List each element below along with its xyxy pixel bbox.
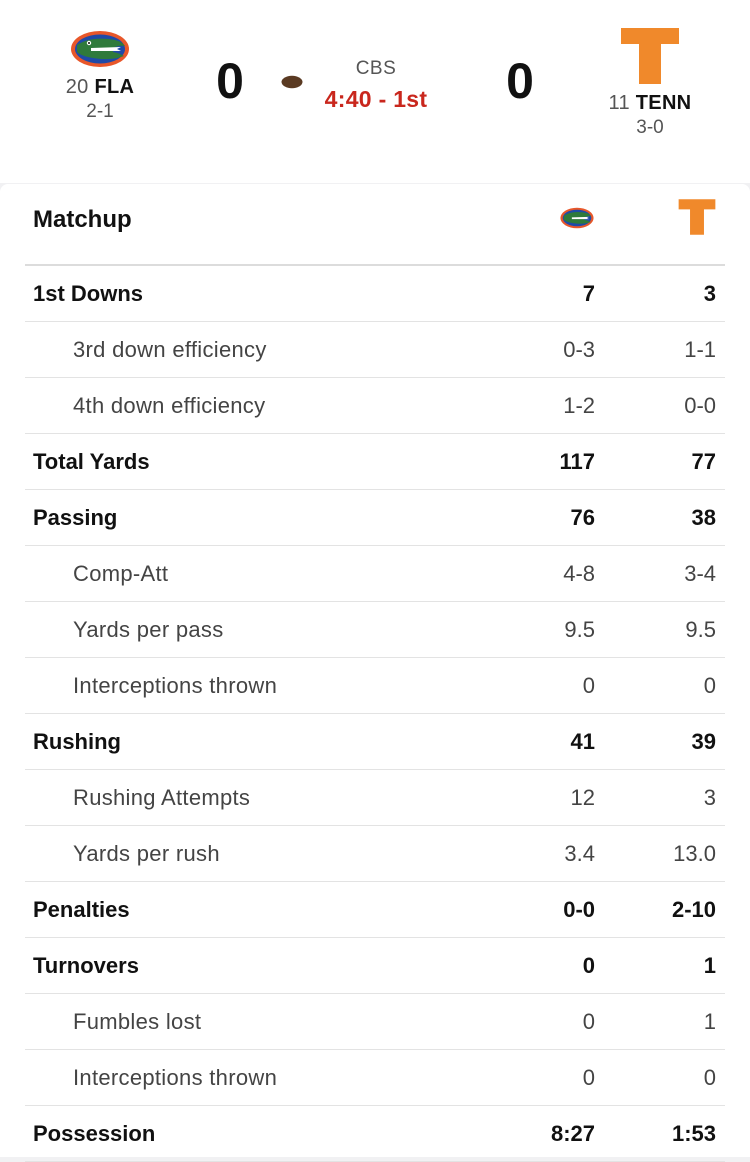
stat-row: Yards per pass 9.5 9.5 [25, 602, 725, 658]
away-stat-value: 4-8 [563, 561, 595, 586]
matchup-card: Matchup 1st Downs 7 3 3rd down efficiency 0-… [0, 184, 750, 1162]
home-stat-value: 9.5 [685, 617, 716, 642]
away-stat-value: 1-2 [563, 393, 595, 418]
stat-label: Possession [33, 1121, 156, 1146]
network-label: CBS [355, 58, 397, 79]
stat-label: Fumbles lost [73, 1009, 202, 1034]
stat-label: Rushing Attempts [73, 785, 251, 810]
gators-logo-icon [71, 31, 129, 67]
away-record: 2-1 [86, 101, 114, 122]
away-stat-value: 8:27 [550, 1121, 595, 1146]
home-score: 0 [506, 53, 534, 109]
stat-label: Comp-Att [73, 561, 169, 586]
home-stat-value: 0 [703, 1065, 716, 1090]
home-stat-value: 3 [703, 281, 716, 306]
away-team[interactable]: 20 FLA 2-1 [30, 28, 170, 123]
home-abbr: TENN [635, 92, 692, 114]
home-stat-value: 3 [703, 785, 716, 810]
stat-label: Turnovers [33, 953, 139, 978]
header-divider [25, 264, 725, 266]
stat-row: 4th down efficiency 1-2 0-0 [25, 378, 725, 434]
home-stat-value: 1:53 [671, 1121, 716, 1146]
stat-label: Passing [33, 505, 118, 530]
home-stat-value: 1 [703, 1009, 716, 1034]
stats-table: 1st Downs 7 3 3rd down efficiency 0-3 1-1 4th … [25, 266, 725, 1162]
away-score: 0 [216, 53, 244, 109]
stat-label: 1st Downs [33, 281, 144, 306]
away-stat-value: 12 [570, 785, 595, 810]
away-stat-value: 76 [570, 505, 595, 530]
away-stat-value: 117 [559, 449, 596, 474]
away-stat-value: 0 [582, 953, 595, 978]
football-icon [281, 75, 303, 89]
stat-row: Penalties 0-0 2-10 [25, 882, 725, 938]
home-stat-value: 77 [691, 449, 716, 474]
stat-row: Yards per rush 3.4 13.0 [25, 826, 725, 882]
stat-row: Fumbles lost 0 1 [25, 994, 725, 1050]
away-stat-value: 41 [570, 729, 595, 754]
away-stat-value: 3.4 [564, 841, 595, 866]
home-stat-value: 39 [691, 729, 716, 754]
stat-label: Yards per rush [73, 841, 220, 866]
home-stat-value: 0-0 [684, 393, 716, 418]
away-stat-value: 0-0 [563, 897, 595, 922]
home-team[interactable]: 11 TENN 3-0 [580, 28, 720, 139]
game-clock: 4:40 - 1st [324, 86, 428, 112]
away-stat-value: 0 [582, 1065, 595, 1090]
game-header: 20 FLA 2-1 0 CBS 4:40 - 1st 0 11 TENN 3-… [0, 0, 750, 183]
home-stat-value: 2-10 [671, 897, 716, 922]
stat-row: Passing 76 38 [25, 490, 725, 546]
power-t-logo-icon [621, 28, 679, 84]
home-record: 3-0 [636, 117, 664, 138]
stat-row: Rushing Attempts 12 3 [25, 770, 725, 826]
matchup-header: Matchup [0, 184, 750, 264]
stat-row: 3rd down efficiency 0-3 1-1 [25, 322, 725, 378]
home-stat-value: 38 [691, 505, 716, 530]
stat-label: Yards per pass [73, 617, 224, 642]
stat-label: Total Yards [33, 449, 150, 474]
stat-label: Interceptions thrown [73, 1065, 278, 1090]
home-stat-value: 1-1 [684, 337, 716, 362]
stat-row: Possession 8:27 1:53 [25, 1106, 725, 1162]
stat-row: 1st Downs 7 3 [25, 266, 725, 322]
stat-row: Comp-Att 4-8 3-4 [25, 546, 725, 602]
home-stat-value: 0 [703, 673, 716, 698]
away-stat-value: 0-3 [563, 337, 595, 362]
home-stat-value: 1 [703, 953, 716, 978]
stat-row: Total Yards 117 77 [25, 434, 725, 490]
stat-label: 3rd down efficiency [73, 337, 267, 362]
stat-label: 4th down efficiency [73, 393, 266, 418]
away-rank: 20 [65, 76, 89, 98]
stat-label: Penalties [33, 897, 130, 922]
home-stat-value: 13.0 [673, 841, 716, 866]
away-stat-value: 9.5 [564, 617, 595, 642]
stat-row: Interceptions thrown 0 0 [25, 658, 725, 714]
gators-logo-icon [560, 207, 594, 229]
stat-row: Interceptions thrown 0 0 [25, 1050, 725, 1106]
away-abbr: FLA [94, 76, 135, 98]
stat-label: Rushing [33, 729, 121, 754]
stat-row: Turnovers 0 1 [25, 938, 725, 994]
away-stat-value: 0 [582, 1009, 595, 1034]
home-stat-value: 3-4 [684, 561, 716, 586]
stat-label: Interceptions thrown [73, 673, 278, 698]
power-t-logo-icon [678, 199, 716, 235]
stat-row: Rushing 41 39 [25, 714, 725, 770]
away-stat-value: 7 [582, 281, 595, 306]
matchup-title: Matchup [33, 206, 132, 233]
away-stat-value: 0 [582, 673, 595, 698]
home-rank: 11 [608, 92, 630, 114]
